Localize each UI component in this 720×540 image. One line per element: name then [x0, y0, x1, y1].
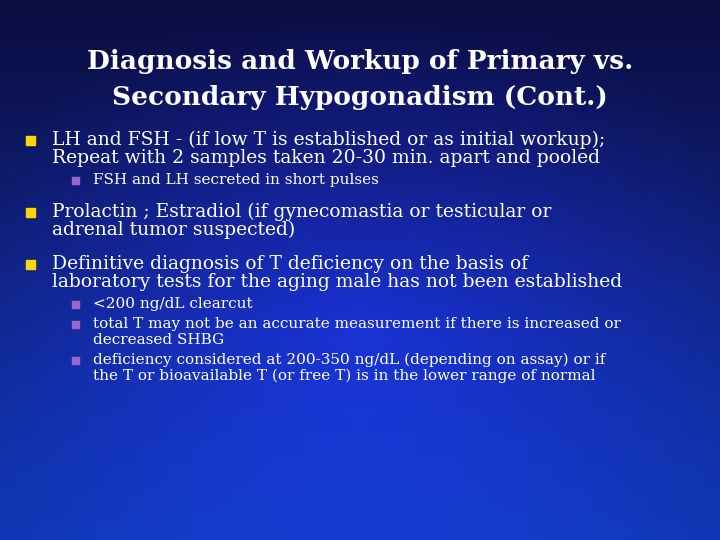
Text: the T or bioavailable T (or free T) is in the lower range of normal: the T or bioavailable T (or free T) is i…	[93, 369, 595, 383]
Bar	[25, 260, 35, 268]
Text: Secondary Hypogonadism (Cont.): Secondary Hypogonadism (Cont.)	[112, 84, 608, 110]
Text: Repeat with 2 samples taken 20-30 min. apart and pooled: Repeat with 2 samples taken 20-30 min. a…	[52, 149, 600, 167]
Text: adrenal tumor suspected): adrenal tumor suspected)	[52, 221, 295, 239]
Bar	[71, 321, 78, 327]
Text: total T may not be an accurate measurement if there is increased or: total T may not be an accurate measureme…	[93, 317, 621, 331]
Text: laboratory tests for the aging male has not been established: laboratory tests for the aging male has …	[52, 273, 622, 291]
Bar	[71, 177, 78, 184]
Text: decreased SHBG: decreased SHBG	[93, 333, 224, 347]
Text: deficiency considered at 200-350 ng/dL (depending on assay) or if: deficiency considered at 200-350 ng/dL (…	[93, 353, 606, 367]
Text: LH and FSH - (if low T is established or as initial workup);: LH and FSH - (if low T is established or…	[52, 131, 606, 149]
Bar	[25, 136, 35, 145]
Bar	[71, 300, 78, 307]
Text: Prolactin ; Estradiol (if gynecomastia or testicular or: Prolactin ; Estradiol (if gynecomastia o…	[52, 203, 552, 221]
Text: <200 ng/dL clearcut: <200 ng/dL clearcut	[93, 297, 253, 311]
Text: FSH and LH secreted in short pulses: FSH and LH secreted in short pulses	[93, 173, 379, 187]
Text: Diagnosis and Workup of Primary vs.: Diagnosis and Workup of Primary vs.	[87, 50, 633, 75]
Bar	[71, 356, 78, 363]
Text: Definitive diagnosis of T deficiency on the basis of: Definitive diagnosis of T deficiency on …	[52, 255, 528, 273]
Bar	[25, 207, 35, 217]
